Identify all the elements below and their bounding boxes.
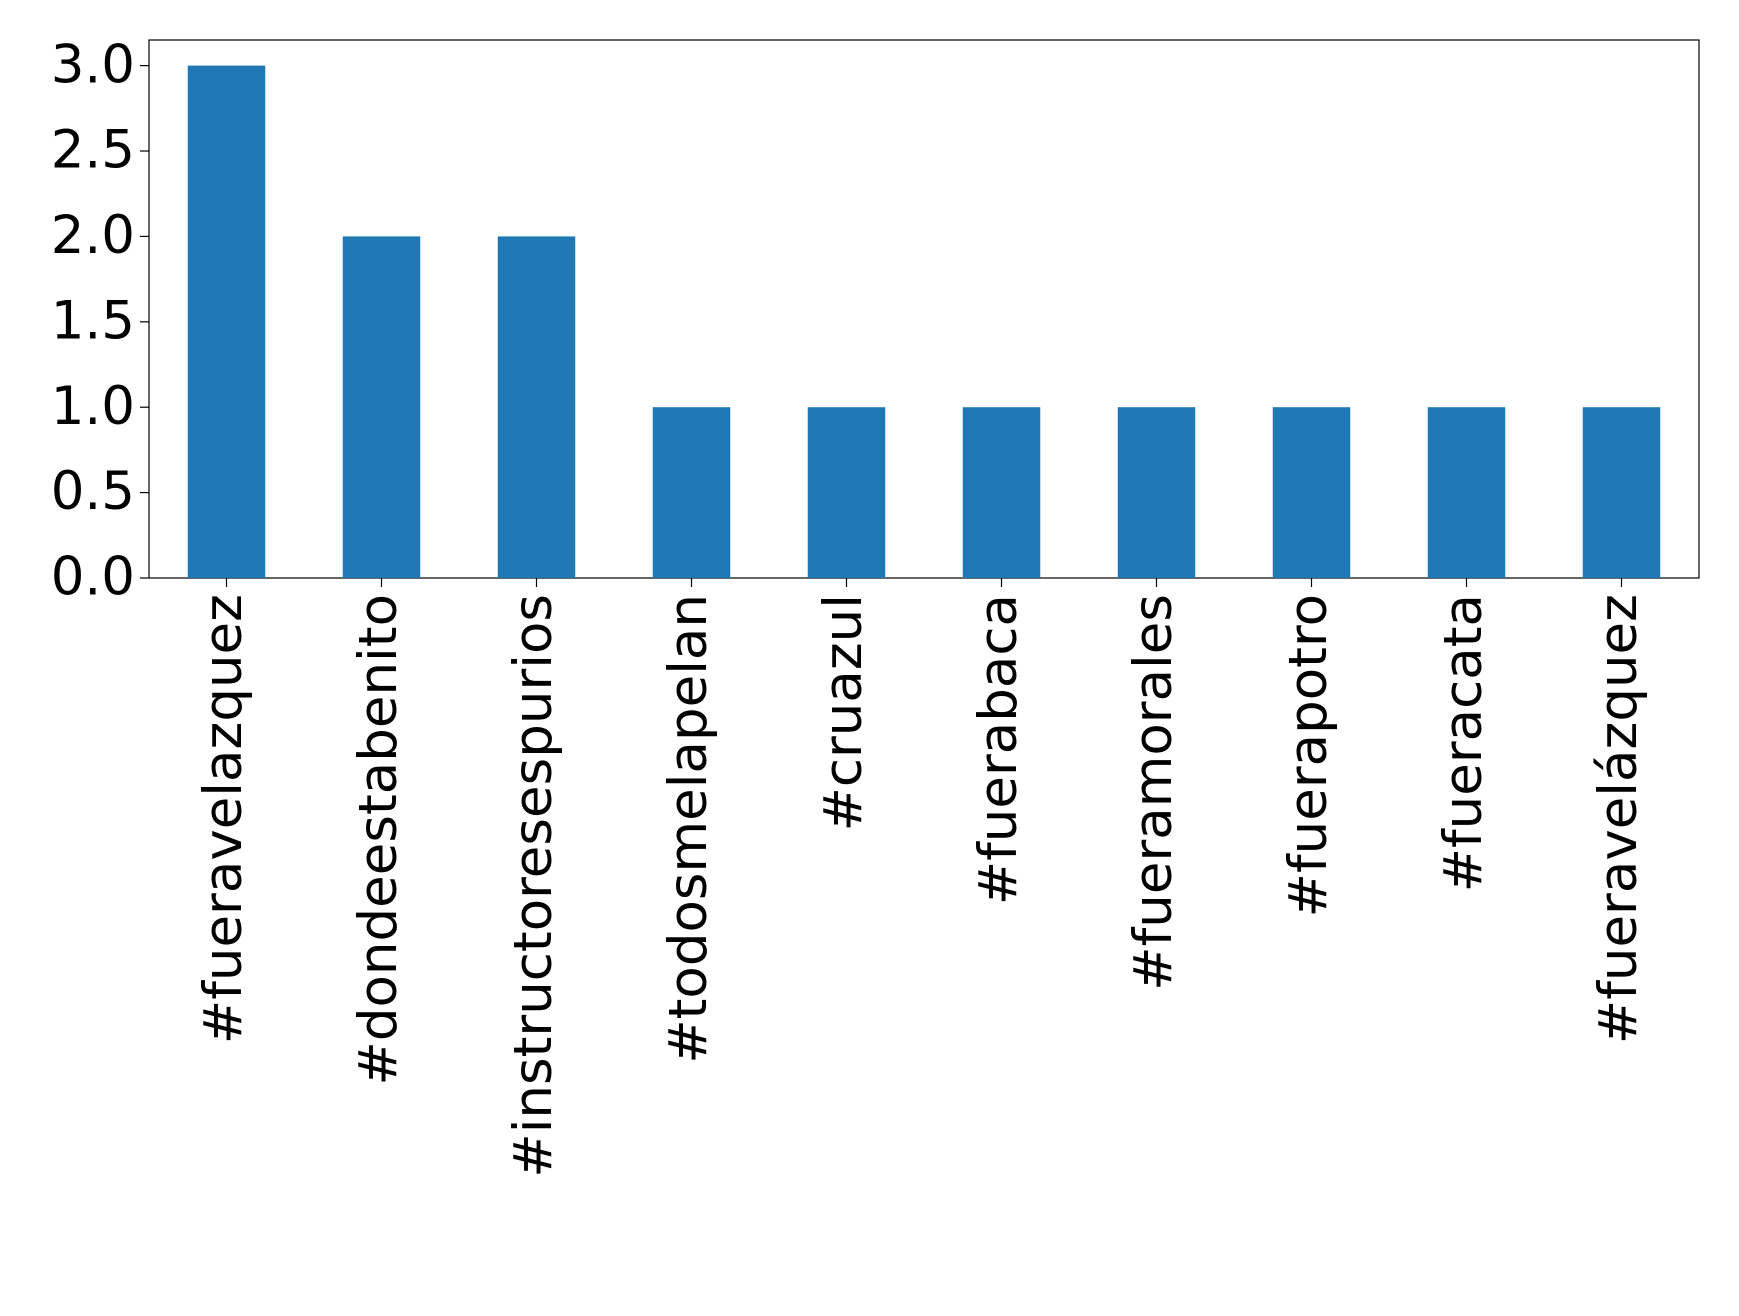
bar: [1272, 407, 1351, 578]
x-tick-label: #fuerabaca: [968, 594, 1029, 905]
x-tick-label: #fueravelázquez: [1588, 594, 1649, 1044]
plot-frame: [148, 39, 1700, 579]
bar: [652, 407, 731, 578]
bar: [342, 236, 421, 578]
x-tick-label: #fueramorales: [1123, 594, 1184, 991]
y-tick-label: 0.5: [51, 461, 135, 522]
bar: [807, 407, 886, 578]
x-tick-label: #instructoresespurios: [503, 594, 564, 1178]
y-tick-label: 1.0: [51, 376, 135, 437]
x-tick-label: #todosmelapelan: [658, 594, 719, 1064]
y-tick-label: 2.0: [51, 205, 135, 266]
y-tick-label: 2.5: [51, 120, 135, 181]
bar: [962, 407, 1041, 578]
y-tick-label: 1.5: [51, 290, 135, 351]
bar: [1427, 407, 1506, 578]
x-tick-label: #fueracata: [1433, 594, 1494, 892]
bar: [1582, 407, 1661, 578]
y-tick-label: 3.0: [51, 34, 135, 95]
y-tick-label: 0.0: [51, 547, 135, 608]
x-tick-label: #fuerapotro: [1278, 594, 1339, 917]
x-tick-label: #fueravelazquez: [193, 594, 254, 1044]
bar: [187, 65, 266, 579]
x-tick-label: #cruazul: [813, 594, 874, 832]
bar: [1117, 407, 1196, 578]
bar: [497, 236, 576, 578]
x-tick-label: #dondeestabenito: [348, 594, 409, 1086]
